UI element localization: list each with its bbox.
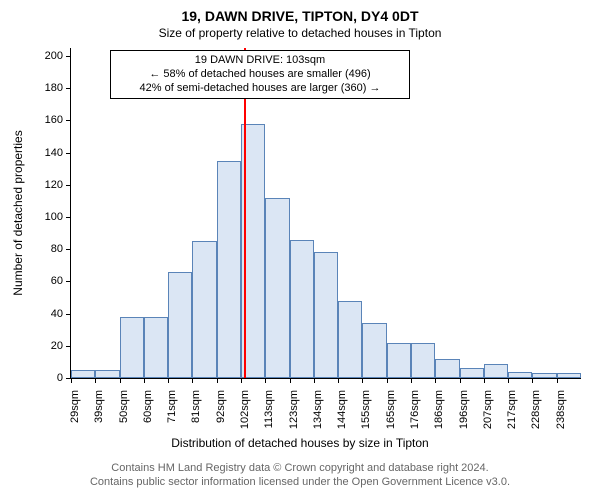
y-tick-label: 100 (45, 211, 63, 223)
histogram-bar (217, 161, 241, 378)
y-tick (66, 217, 71, 218)
y-tick-label: 180 (45, 82, 63, 94)
x-tick (144, 378, 145, 383)
y-tick (66, 120, 71, 121)
x-tick (508, 378, 509, 383)
y-axis-label: Number of detached properties (11, 130, 25, 295)
x-tick (241, 378, 242, 383)
x-tick-label: 144sqm (336, 390, 348, 429)
histogram-bar (144, 317, 168, 378)
x-tick (120, 378, 121, 383)
y-tick (66, 88, 71, 89)
x-tick-label: 123sqm (288, 390, 300, 429)
x-tick-label: 165sqm (385, 390, 397, 429)
y-tick (66, 281, 71, 282)
y-tick (66, 249, 71, 250)
histogram-bar (460, 368, 484, 378)
x-tick-label: 81sqm (190, 390, 202, 423)
x-tick (314, 378, 315, 383)
x-tick-label: 29sqm (69, 390, 81, 423)
histogram-bar (71, 370, 95, 378)
y-tick-label: 140 (45, 147, 63, 159)
histogram-bar (387, 343, 411, 378)
x-tick (338, 378, 339, 383)
x-tick-label: 238sqm (555, 390, 567, 429)
x-tick (435, 378, 436, 383)
histogram-bar (411, 343, 435, 378)
x-tick-label: 60sqm (142, 390, 154, 423)
histogram-bar (168, 272, 192, 378)
histogram-bar (532, 373, 556, 378)
footer-line-1: Contains HM Land Registry data © Crown c… (0, 462, 600, 476)
y-tick (66, 185, 71, 186)
x-tick (192, 378, 193, 383)
y-tick-label: 60 (51, 275, 63, 287)
x-tick-label: 102sqm (239, 390, 251, 429)
x-tick-label: 176sqm (409, 390, 421, 429)
y-tick-label: 80 (51, 243, 63, 255)
footer-line-2: Contains public sector information licen… (0, 476, 600, 490)
y-tick-label: 0 (57, 372, 63, 384)
x-tick-label: 217sqm (506, 390, 518, 429)
x-tick-label: 92sqm (215, 390, 227, 423)
footer-text: Contains HM Land Registry data © Crown c… (0, 462, 600, 490)
x-tick-label: 113sqm (263, 390, 275, 428)
y-tick (66, 56, 71, 57)
y-tick (66, 346, 71, 347)
y-tick (66, 314, 71, 315)
chart-title: 19, DAWN DRIVE, TIPTON, DY4 0DT (0, 8, 600, 24)
histogram-bar (290, 240, 314, 378)
histogram-bar (338, 301, 362, 378)
annotation-line-2: ← 58% of detached houses are smaller (49… (117, 68, 403, 82)
x-tick-label: 39sqm (93, 390, 105, 423)
x-tick (265, 378, 266, 383)
histogram-bar (192, 241, 216, 378)
y-tick-label: 160 (45, 114, 63, 126)
histogram-bar (265, 198, 289, 378)
histogram-bar (557, 373, 581, 378)
y-tick-label: 200 (45, 50, 63, 62)
x-tick (290, 378, 291, 383)
chart-subtitle: Size of property relative to detached ho… (0, 26, 600, 40)
x-tick-label: 155sqm (360, 390, 372, 429)
x-tick-label: 186sqm (433, 390, 445, 429)
histogram-bar (435, 359, 459, 378)
x-axis-label: Distribution of detached houses by size … (0, 436, 600, 450)
annotation-line-1: 19 DAWN DRIVE: 103sqm (117, 54, 403, 68)
x-tick (484, 378, 485, 383)
chart-container: 19, DAWN DRIVE, TIPTON, DY4 0DT Size of … (0, 0, 600, 500)
y-tick-label: 120 (45, 179, 63, 191)
x-tick-label: 50sqm (118, 390, 130, 423)
annotation-box: 19 DAWN DRIVE: 103sqm ← 58% of detached … (110, 50, 410, 99)
x-tick-label: 134sqm (312, 390, 324, 429)
histogram-bar (508, 372, 532, 378)
x-tick-label: 228sqm (530, 390, 542, 429)
x-tick (411, 378, 412, 383)
annotation-line-3: 42% of semi-detached houses are larger (… (117, 82, 403, 96)
histogram-bar (362, 323, 386, 378)
x-tick (95, 378, 96, 383)
histogram-bar (120, 317, 144, 378)
histogram-bar (95, 370, 119, 378)
y-tick-label: 40 (51, 308, 63, 320)
x-tick-label: 71sqm (166, 390, 178, 423)
x-tick (532, 378, 533, 383)
x-tick (71, 378, 72, 383)
y-tick (66, 153, 71, 154)
x-tick (362, 378, 363, 383)
x-tick (460, 378, 461, 383)
y-tick-label: 20 (51, 340, 63, 352)
x-tick (557, 378, 558, 383)
histogram-bar (484, 364, 508, 378)
histogram-bar (314, 252, 338, 378)
x-tick (168, 378, 169, 383)
x-tick-label: 207sqm (482, 390, 494, 429)
x-tick-label: 196sqm (458, 390, 470, 429)
x-tick (387, 378, 388, 383)
x-tick (217, 378, 218, 383)
